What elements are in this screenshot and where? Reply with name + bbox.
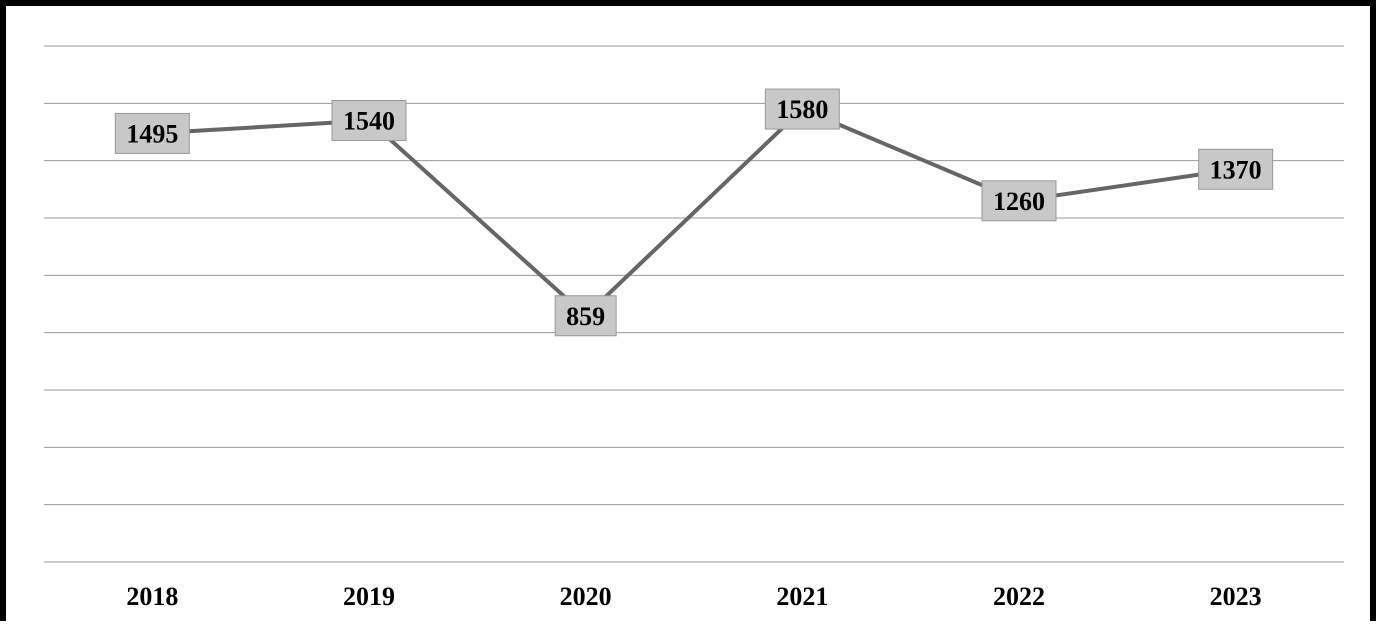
series-line (152, 107, 1236, 318)
data-label-box (114, 112, 190, 154)
data-label-box (331, 100, 407, 142)
x-axis-tick-labels: 2018 2019 2020 2021 2022 2023 (126, 582, 1261, 611)
x-tick-label: 2022 (993, 582, 1045, 611)
x-tick-label: 2019 (343, 582, 395, 611)
data-label: 1260 (981, 180, 1057, 222)
data-label: 859 (554, 295, 617, 337)
data-label-value: 1540 (343, 107, 395, 136)
data-label-value: 1370 (1210, 155, 1262, 184)
line-chart: 1495 1540 859 1580 1260 1370 2018 2019 2020 2021… (44, 45, 1344, 611)
data-label: 1370 (1198, 148, 1274, 190)
data-label-value: 1495 (126, 119, 178, 148)
data-label-value: 859 (566, 302, 605, 331)
data-label-box (554, 295, 617, 337)
x-tick-label: 2021 (776, 582, 828, 611)
data-label: 1540 (331, 100, 407, 142)
gridlines (44, 45, 1344, 563)
data-label: 1495 (114, 112, 190, 154)
x-tick-label: 2020 (560, 582, 612, 611)
x-tick-label: 2023 (1210, 582, 1262, 611)
data-label-box (1198, 148, 1274, 190)
data-label-box (764, 88, 840, 130)
series-line-group (152, 107, 1236, 318)
data-label-box (981, 180, 1057, 222)
data-labels: 1495 1540 859 1580 1260 1370 (114, 88, 1274, 337)
data-label-value: 1260 (993, 187, 1045, 216)
data-label-value: 1580 (776, 95, 828, 124)
data-label: 1580 (764, 88, 840, 130)
x-tick-label: 2018 (126, 582, 178, 611)
